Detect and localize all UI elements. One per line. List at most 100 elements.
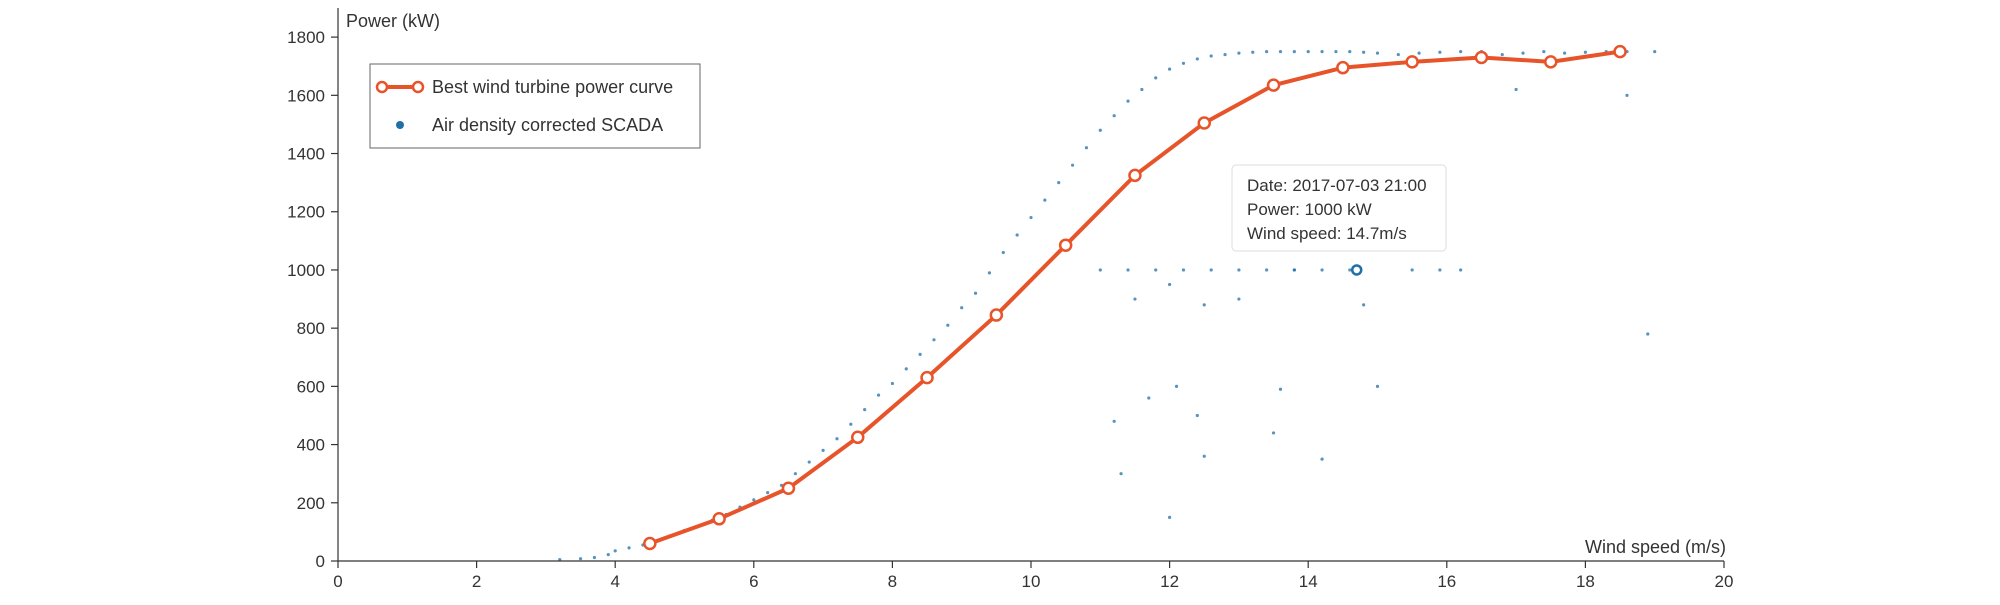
scada-point	[1237, 297, 1241, 301]
scada-point	[1646, 332, 1650, 336]
scada-point	[1126, 99, 1130, 103]
highlighted-point[interactable]	[1350, 264, 1363, 276]
scada-point	[1119, 472, 1123, 476]
y-tick-label: 1000	[287, 261, 325, 280]
scada-point	[918, 352, 922, 356]
scada-point	[1133, 297, 1137, 301]
y-tick-label: 600	[297, 377, 325, 396]
power-curve-marker	[920, 370, 934, 385]
scada-point	[627, 546, 631, 550]
scada-point	[1098, 268, 1102, 272]
scada-point	[578, 557, 583, 561]
x-tick-label: 16	[1437, 572, 1456, 591]
scada-point	[876, 393, 881, 397]
scada-point	[1500, 52, 1504, 57]
x-tick-label: 20	[1715, 572, 1734, 591]
legend-curve-swatch-marker	[375, 80, 389, 94]
y-tick-label: 1200	[287, 203, 325, 222]
scada-point	[904, 367, 908, 371]
x-tick-label: 10	[1022, 572, 1041, 591]
legend-curve-swatch-marker	[411, 80, 425, 94]
power-curve-marker	[712, 512, 726, 526]
scada-point	[1542, 50, 1546, 54]
scada-point	[1223, 52, 1227, 57]
scada-point	[1168, 67, 1172, 71]
power-curve-marker	[1336, 60, 1350, 75]
scada-point	[1278, 387, 1283, 391]
y-tick-label: 1600	[287, 86, 325, 105]
scada-point	[946, 323, 950, 327]
scada-point	[987, 271, 992, 275]
tooltip-box	[1231, 164, 1447, 252]
legend-scada-label: Air density corrected SCADA	[432, 115, 663, 135]
power-curve-marker	[1266, 78, 1281, 92]
power-curve-marker	[851, 430, 865, 445]
y-tick-label: 400	[297, 436, 325, 455]
power-curve-layer	[643, 44, 1627, 551]
scada-point	[1147, 396, 1151, 400]
scada-point	[1320, 457, 1324, 461]
scada-point	[973, 291, 978, 295]
scada-point	[1459, 268, 1463, 272]
scada-point	[932, 338, 936, 342]
scada-point	[960, 306, 964, 310]
power-curve-marker	[781, 481, 796, 495]
power-curve-marker	[1058, 238, 1073, 252]
scada-point	[835, 437, 839, 441]
scada-point	[1265, 268, 1269, 272]
scada-point	[1112, 114, 1116, 118]
scada-point	[1112, 419, 1116, 423]
scada-point	[1625, 93, 1629, 97]
scada-point	[1202, 303, 1206, 307]
scada-point	[1209, 268, 1213, 272]
scada-point	[793, 472, 797, 476]
scada-point	[1362, 50, 1366, 54]
scada-points-layer	[558, 50, 1657, 562]
scada-point	[1417, 51, 1421, 55]
scada-point	[1168, 515, 1172, 519]
scada-point	[1001, 250, 1005, 255]
scada-point	[1084, 146, 1089, 150]
x-axis-title: Wind speed (m/s)	[1585, 537, 1726, 557]
scada-point	[863, 408, 867, 412]
scada-point	[1029, 215, 1033, 220]
scada-point	[1563, 51, 1567, 55]
legend-curve-label: Best wind turbine power curve	[432, 77, 673, 97]
tooltip-date: Date: 2017-07-03 21:00	[1247, 176, 1427, 195]
x-tick-label: 0	[333, 572, 342, 591]
scada-point	[1237, 268, 1241, 272]
scada-point	[849, 422, 853, 426]
power-curve-marker	[643, 536, 657, 551]
x-tick-label: 2	[472, 572, 481, 591]
scada-point	[1265, 50, 1269, 54]
scada-point	[1583, 50, 1587, 54]
y-tick-label: 200	[297, 494, 325, 513]
x-tick-label: 14	[1299, 572, 1318, 591]
y-tick-label: 1400	[287, 145, 325, 164]
scada-point	[766, 491, 770, 495]
scada-point	[752, 498, 756, 502]
power-curve-marker	[1197, 116, 1211, 130]
scada-point	[1292, 50, 1296, 54]
x-axis-ticks: 0 2 4 6 8 10 12 14 16 18 20	[333, 561, 1733, 591]
scada-point	[1126, 268, 1130, 272]
legend: Best wind turbine power curve Air densit…	[369, 63, 701, 149]
scada-point	[1514, 87, 1518, 92]
scada-point	[1209, 54, 1213, 58]
scada-point	[1306, 50, 1310, 54]
scada-point	[613, 549, 617, 553]
scada-point	[1320, 268, 1324, 272]
highlight-layer	[1350, 264, 1363, 276]
scada-point	[1271, 431, 1276, 435]
scada-point	[606, 552, 610, 557]
scada-point	[1181, 61, 1186, 65]
scada-point	[1195, 57, 1199, 61]
x-tick-label: 4	[610, 572, 619, 591]
tooltip-power: Power: 1000 kW	[1247, 200, 1372, 219]
legend-box	[369, 63, 701, 149]
scada-point	[890, 381, 895, 386]
axes: 0 2 4 6 8 10 12 14 16 18 20 0 200 400 600 800 1000 1200 1…	[287, 8, 1733, 591]
scada-point	[558, 557, 562, 562]
